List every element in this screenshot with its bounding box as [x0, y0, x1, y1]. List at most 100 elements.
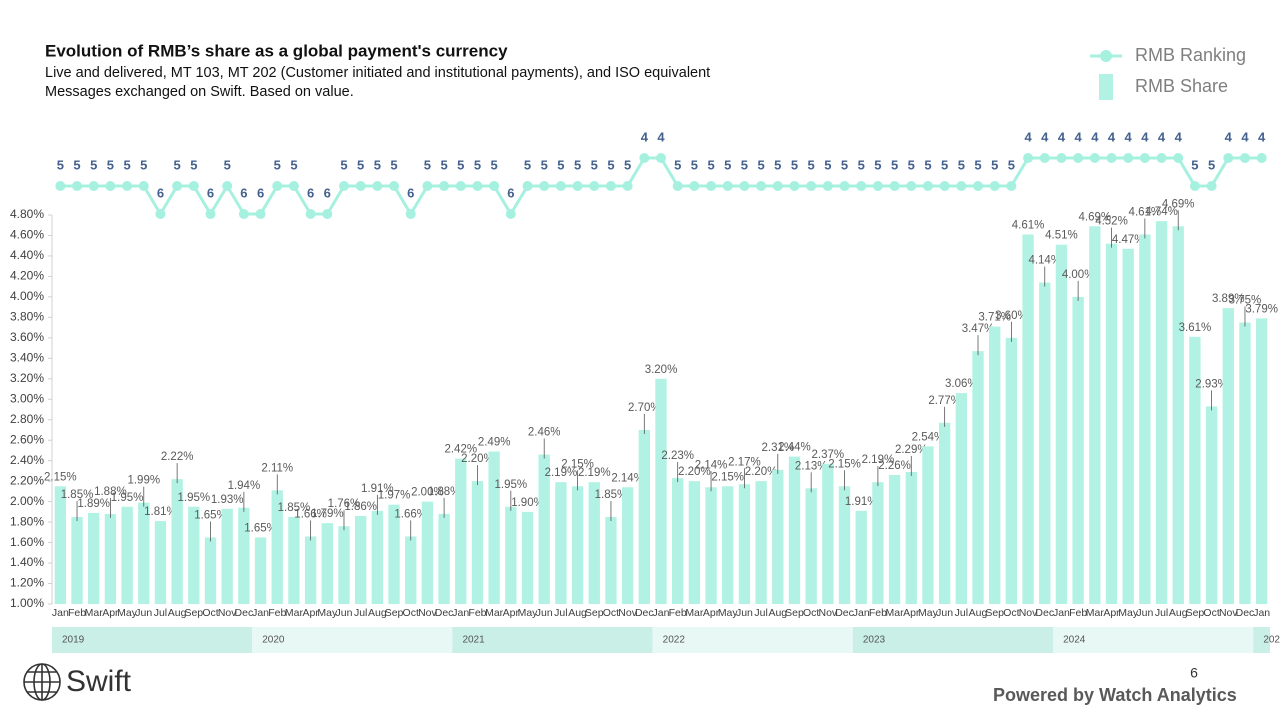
x-tick-label: Sep — [985, 607, 1004, 619]
ranking-marker — [1056, 153, 1067, 163]
x-tick-label: Dec — [1236, 607, 1255, 619]
bar — [805, 488, 817, 604]
ranking-marker — [1173, 153, 1184, 163]
ranking-marker — [105, 181, 116, 191]
data-label: 2.46% — [528, 427, 561, 439]
data-label: 4.52% — [1095, 216, 1128, 228]
ranking-marker — [956, 181, 967, 191]
x-tick-label: Mar — [485, 607, 504, 619]
x-tick-label: Jan — [452, 607, 469, 619]
data-label: 2.00% — [411, 487, 444, 499]
data-label: 2.15% — [711, 471, 744, 483]
data-label: 2.19% — [578, 467, 611, 479]
ranking-marker — [155, 209, 166, 219]
year-band — [452, 627, 653, 653]
y-tick-label: 4.00% — [10, 289, 44, 303]
x-tick-label: Jul — [754, 607, 767, 619]
y-tick-label: 2.80% — [10, 412, 44, 426]
ranking-label: 5 — [190, 157, 197, 172]
year-label: 2025 — [1263, 635, 1280, 646]
legend-label: RMB Ranking — [1135, 45, 1246, 65]
data-label: 3.47% — [962, 323, 995, 335]
x-tick-label: Oct — [1203, 607, 1219, 619]
bar — [755, 481, 767, 604]
data-label: 2.20% — [678, 466, 711, 478]
x-tick-label: Jul — [554, 607, 567, 619]
ranking-marker — [88, 181, 99, 191]
data-label: 2.13% — [795, 460, 828, 472]
ranking-label: 5 — [724, 157, 731, 172]
bar — [1072, 296, 1084, 604]
y-tick-label: 2.20% — [10, 473, 44, 487]
ranking-label: 4 — [1091, 129, 1099, 144]
y-tick-label: 3.20% — [10, 371, 44, 385]
year-band — [1253, 627, 1270, 653]
ranking-label: 5 — [891, 157, 898, 172]
x-tick-label: Apr — [102, 607, 119, 619]
ranking-marker — [605, 181, 616, 191]
bar — [304, 536, 317, 604]
x-tick-label: Sep — [1186, 607, 1205, 619]
year-band — [652, 627, 853, 653]
x-tick-label: Feb — [869, 607, 887, 619]
ranking-label: 5 — [607, 157, 614, 172]
x-tick-label: Dec — [1035, 607, 1054, 619]
data-label: 1.95% — [178, 492, 211, 504]
x-tick-label: Oct — [603, 607, 619, 619]
bar — [705, 487, 717, 604]
data-label: 3.60% — [995, 310, 1028, 322]
x-tick-label: Jan — [52, 607, 69, 619]
data-label: 1.99% — [127, 475, 160, 487]
y-tick-label: 1.20% — [10, 576, 44, 590]
x-tick-label: May — [1118, 607, 1139, 619]
ranking-label: 5 — [908, 157, 915, 172]
data-label: 2.37% — [812, 449, 845, 461]
x-tick-label: Apr — [302, 607, 319, 619]
ranking-label: 5 — [57, 157, 64, 172]
bar — [121, 506, 133, 604]
bar — [254, 537, 267, 604]
bar — [989, 326, 1001, 604]
bar — [88, 512, 100, 604]
ranking-label: 4 — [1241, 129, 1249, 144]
x-tick-label: Jun — [1136, 607, 1153, 619]
bar — [555, 482, 567, 604]
x-tick-label: Mar — [1086, 607, 1105, 619]
ranking-marker — [272, 181, 283, 191]
bar — [271, 490, 283, 604]
y-tick-label: 4.20% — [10, 269, 44, 283]
ranking-label: 5 — [290, 157, 297, 172]
data-label: 3.71% — [978, 312, 1011, 324]
x-tick-label: Sep — [785, 607, 804, 619]
bar — [1239, 322, 1251, 604]
bar — [138, 502, 150, 604]
data-label: 1.89% — [77, 498, 110, 510]
x-tick-label: Aug — [568, 607, 587, 619]
ranking-label: 5 — [424, 157, 431, 172]
ranking-label: 5 — [674, 157, 681, 172]
data-label: 1.81% — [144, 506, 177, 518]
bar — [571, 486, 584, 604]
bar — [321, 523, 333, 604]
year-band — [52, 627, 253, 653]
ranking-label: 5 — [107, 157, 114, 172]
x-tick-label: Jan — [653, 607, 670, 619]
x-tick-label: Nov — [819, 607, 838, 619]
ranking-label: 4 — [1024, 129, 1032, 144]
x-tick-label: Oct — [1003, 607, 1019, 619]
ranking-marker — [1106, 153, 1117, 163]
x-tick-label: Nov — [1219, 607, 1238, 619]
bar — [938, 422, 951, 604]
bar — [421, 501, 434, 604]
data-label: 3.75% — [1229, 295, 1262, 307]
x-tick-label: Jun — [736, 607, 753, 619]
x-tick-label: Jan — [252, 607, 269, 619]
ranking-marker — [372, 181, 383, 191]
ranking-marker — [1156, 153, 1167, 163]
ranking-marker — [989, 181, 1000, 191]
data-label: 1.66% — [394, 508, 427, 520]
bar — [1122, 248, 1134, 604]
ranking-marker — [72, 181, 83, 191]
data-label: 1.85% — [278, 502, 311, 514]
